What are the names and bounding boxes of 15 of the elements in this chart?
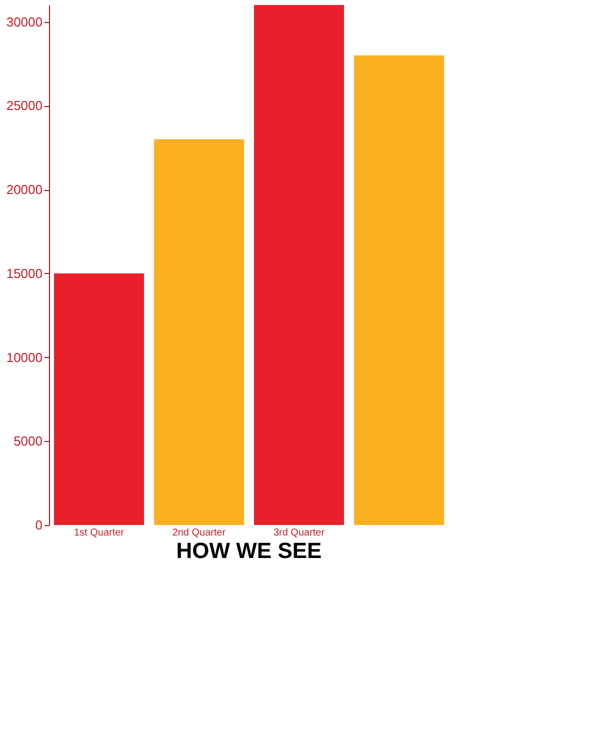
y-tick-label: 15000 (6, 266, 42, 281)
x-tick-label: 2nd Quarter (172, 528, 226, 538)
y-tick-label: 5000 (14, 434, 42, 449)
bar (54, 273, 144, 525)
bar (154, 139, 244, 525)
y-tick-label: 0 (35, 518, 42, 532)
bar (354, 55, 444, 525)
bar (254, 5, 344, 525)
x-tick-label: 1st Quarter (74, 528, 125, 538)
y-tick-label: 30000 (6, 14, 42, 30)
y-tick-label: 10000 (6, 350, 42, 365)
text: HOW WE SEE (176, 538, 322, 563)
y-tick-label: 20000 (6, 182, 42, 198)
x-tick-label: 3rd Quarter (273, 528, 326, 538)
y-tick-label: 25000 (6, 98, 42, 114)
